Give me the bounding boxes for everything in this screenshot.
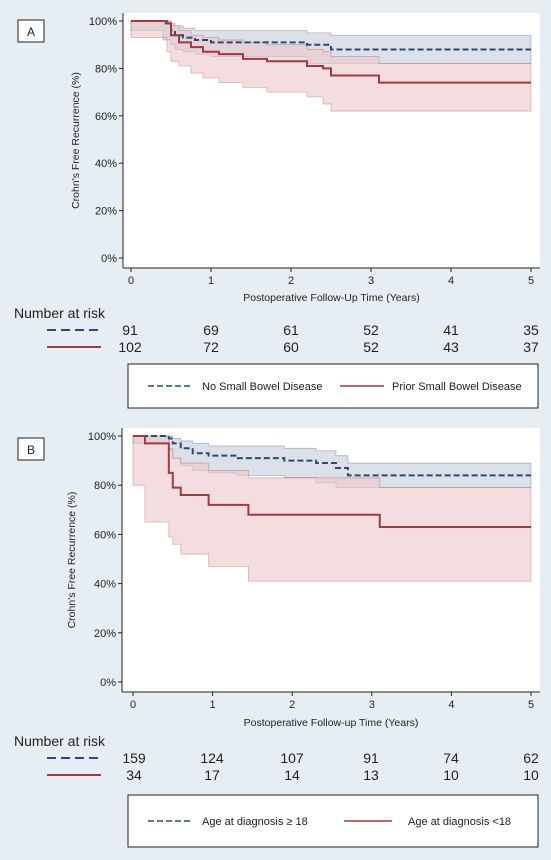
y-tick-label: 20% [95, 206, 117, 218]
legend-box [127, 794, 539, 848]
y-tick-label: 20% [94, 628, 116, 640]
y-axis-label: Crohn's Free Recurrence (%) [70, 72, 82, 209]
risk-count: 72 [203, 339, 219, 355]
risk-count: 107 [280, 750, 304, 766]
legend-label-2: Age at diagnosis <18 [408, 816, 511, 828]
risk-count: 34 [126, 767, 142, 783]
x-tick-label: 2 [288, 275, 294, 287]
confidence-band-2 [132, 435, 532, 582]
survival-line-1 [133, 435, 531, 477]
panel-label: B [27, 443, 35, 457]
y-tick-label: 0% [101, 253, 117, 265]
y-tick-label: 80% [94, 480, 116, 492]
risk-count: 52 [363, 322, 379, 338]
risk-count: 10 [523, 767, 539, 783]
x-tick-label: 2 [289, 699, 295, 711]
x-tick-label: 0 [128, 275, 134, 287]
risk-count: 102 [118, 339, 142, 355]
x-tick-label: 1 [210, 699, 216, 711]
survival-line-2 [133, 435, 531, 529]
risk-count: 35 [523, 322, 539, 338]
risk-count: 17 [204, 767, 220, 783]
y-tick-label: 0% [100, 677, 116, 689]
y-tick-label: 80% [95, 63, 117, 75]
confidence-band-2 [130, 20, 532, 112]
risk-count: 62 [523, 750, 539, 766]
x-axis-label: Postoperative Follow-up Time (Years) [244, 717, 419, 729]
legend-label-2: Prior Small Bowel Disease [392, 381, 522, 393]
risk-table-title: Number at risk [14, 733, 106, 749]
x-axis-label: Postoperative Follow-Up Time (Years) [243, 292, 419, 304]
x-tick-label: 4 [448, 275, 454, 287]
risk-count: 60 [283, 339, 299, 355]
risk-table-title: Number at risk [14, 305, 106, 321]
risk-count: 74 [443, 750, 459, 766]
risk-count: 37 [523, 339, 539, 355]
legend-label-1: No Small Bowel Disease [202, 381, 322, 393]
risk-count: 10 [443, 767, 459, 783]
risk-count: 159 [122, 750, 146, 766]
x-tick-label: 1 [208, 275, 214, 287]
risk-count: 91 [363, 750, 379, 766]
panel-label: A [27, 25, 35, 39]
panel-label-box [17, 437, 45, 461]
x-tick-label: 5 [528, 699, 534, 711]
y-axis-label: Crohn's Free Recurrence (%) [66, 492, 78, 629]
risk-count: 43 [443, 339, 459, 355]
legend-box [127, 363, 539, 409]
x-tick-label: 3 [369, 699, 375, 711]
x-tick-label: 5 [528, 275, 534, 287]
legend-label-1: Age at diagnosis ≥ 18 [202, 816, 308, 828]
panel-a: A 0% 20% 40% 60% 80% 100% 0 1 2 3 4 5 Postoperative F… [0, 0, 551, 412]
risk-count: 52 [363, 339, 379, 355]
risk-count: 61 [283, 322, 299, 338]
risk-count: 69 [203, 322, 219, 338]
y-tick-label: 60% [95, 111, 117, 123]
risk-count: 41 [443, 322, 459, 338]
x-tick-label: 3 [368, 275, 374, 287]
panel-label-box [17, 19, 45, 43]
risk-count: 14 [284, 767, 300, 783]
survival-line-2 [131, 20, 531, 84]
risk-count: 91 [122, 322, 138, 338]
risk-count: 124 [200, 750, 224, 766]
x-tick-label: 0 [130, 699, 136, 711]
y-tick-label: 60% [94, 529, 116, 541]
x-tick-label: 4 [448, 699, 454, 711]
risk-count: 13 [363, 767, 379, 783]
y-tick-label: 40% [94, 579, 116, 591]
y-tick-label: 100% [88, 431, 116, 443]
y-tick-label: 100% [89, 16, 117, 28]
y-tick-label: 40% [95, 158, 117, 170]
